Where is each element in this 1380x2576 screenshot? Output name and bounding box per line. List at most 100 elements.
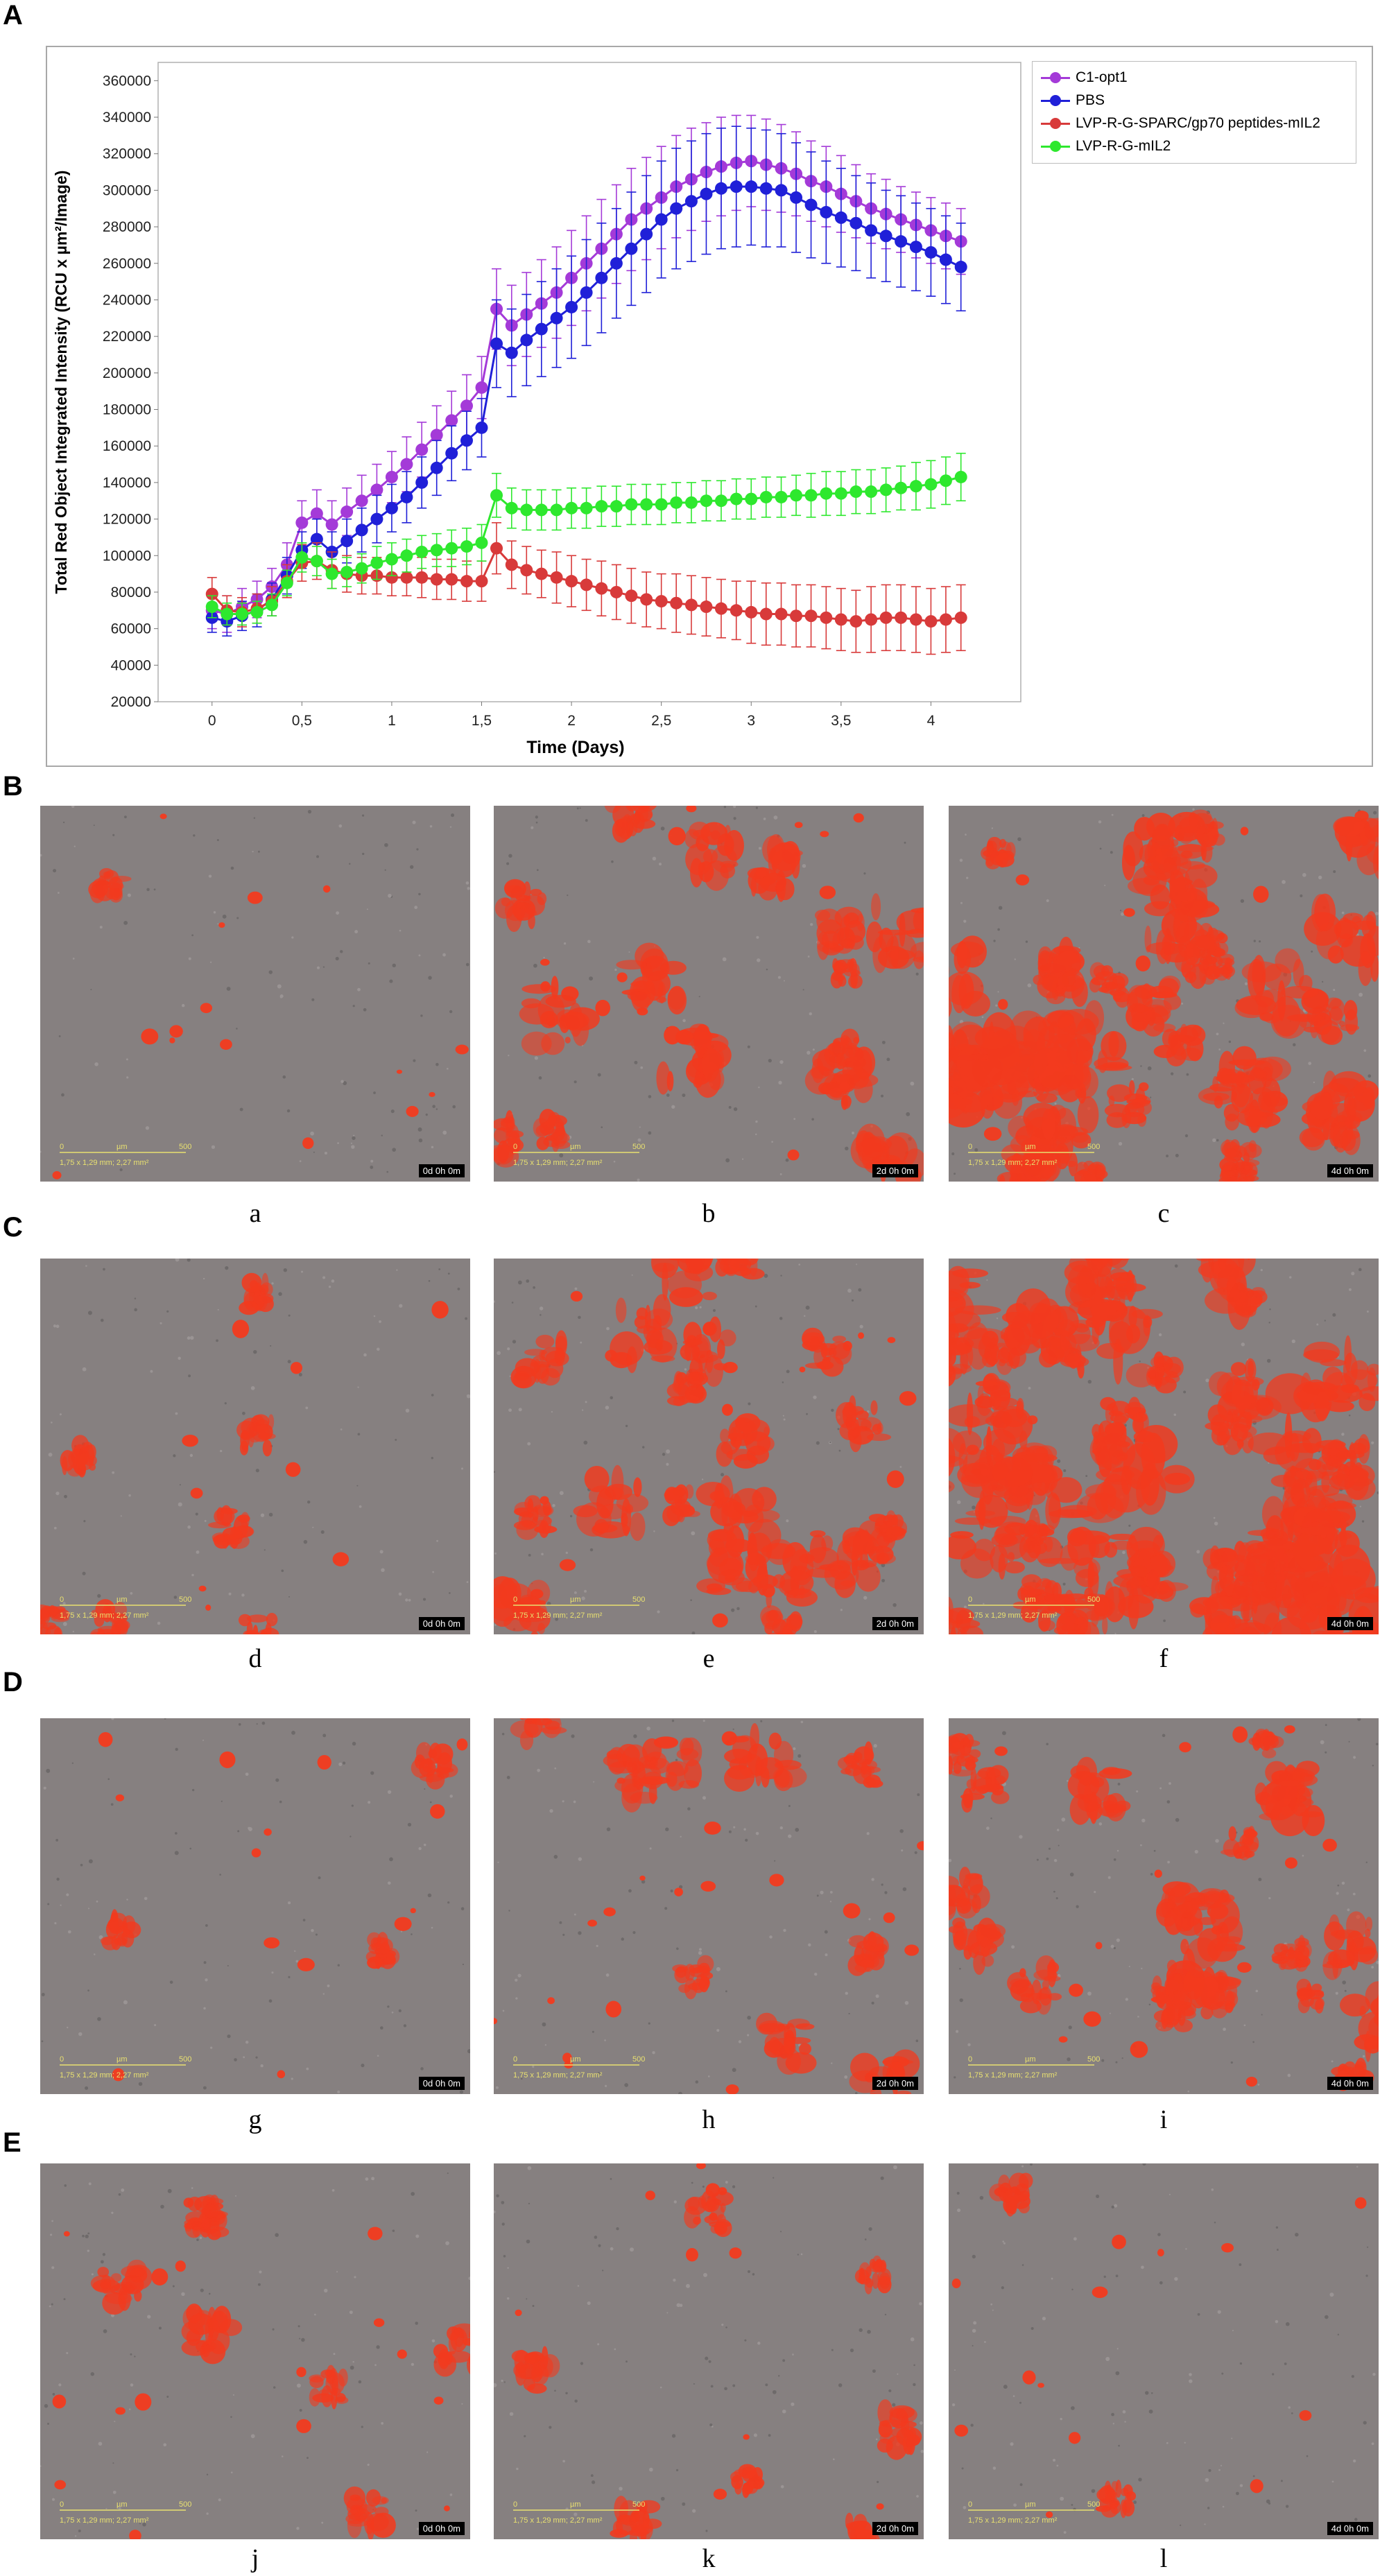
data-point <box>430 429 443 442</box>
x-tick-label: 2,5 <box>651 713 671 729</box>
scale-zero-label: 0 <box>513 2500 517 2509</box>
scale-unit-label: µm <box>117 1596 128 1604</box>
scale-500-label: 500 <box>1087 1143 1100 1151</box>
scale-zero-label: 0 <box>968 2500 972 2509</box>
legend-label: LVP-R-G-SPARC/gp70 peptides-mIL2 <box>1076 115 1320 131</box>
sub-panel-label: d <box>248 1644 262 1673</box>
sub-panel-label: b <box>702 1199 716 1228</box>
data-point <box>759 607 773 621</box>
data-point <box>745 605 758 619</box>
y-tick-label: 260000 <box>103 256 151 272</box>
y-tick-label: 140000 <box>103 475 151 491</box>
scale-zero-label: 0 <box>968 1596 972 1604</box>
data-point <box>790 610 803 623</box>
legend-swatch <box>1041 116 1070 130</box>
data-point <box>939 474 952 487</box>
field-size-label: 1,75 x 1,29 mm; 2,27 mm² <box>60 1159 149 1167</box>
scale-unit-label: µm <box>117 2500 128 2509</box>
data-point <box>954 261 967 274</box>
sub-panel-label: k <box>702 2544 716 2573</box>
micrograph-a: 0 µm 500 1,75 x 1,29 mm; 2,27 mm² 0d 0h 0m <box>40 806 470 1182</box>
data-point <box>520 503 533 517</box>
data-point <box>400 549 413 562</box>
data-point <box>520 564 533 577</box>
data-point <box>625 589 638 603</box>
sub-panel-label: g <box>248 2105 262 2134</box>
scale-unit-label: µm <box>1025 2500 1036 2509</box>
data-point <box>580 578 593 591</box>
data-point <box>879 611 892 624</box>
legend-label: LVP-R-G-mIL2 <box>1076 138 1171 154</box>
y-tick-label: 100000 <box>103 548 151 564</box>
data-point <box>849 216 863 230</box>
micrograph-texture: 0 µm 500 1,75 x 1,29 mm; 2,27 mm² <box>949 1259 1379 1634</box>
scale-500-label: 500 <box>1087 2500 1100 2509</box>
scale-zero-label: 0 <box>968 1143 972 1151</box>
scale-unit-label: µm <box>1025 1596 1036 1604</box>
micrograph-texture: 0 µm 500 1,75 x 1,29 mm; 2,27 mm² <box>949 808 1379 1182</box>
micrograph-i: 0 µm 500 1,75 x 1,29 mm; 2,27 mm² 4d 0h 0m <box>949 1718 1379 2094</box>
data-point <box>400 490 413 503</box>
x-tick-label: 1 <box>388 713 396 729</box>
timestamp-badge: 4d 0h 0m <box>1327 2077 1373 2090</box>
scale-500-label: 500 <box>632 2055 645 2064</box>
data-point <box>535 567 548 580</box>
data-point <box>580 501 593 515</box>
scale-unit-label: µm <box>570 2055 581 2064</box>
x-tick-label: 3,5 <box>831 713 851 729</box>
scale-500-label: 500 <box>632 2500 645 2509</box>
data-point <box>250 605 264 619</box>
scale-unit-label: µm <box>1025 1143 1036 1151</box>
sub-panel-label: f <box>1159 1644 1168 1673</box>
data-point <box>849 615 863 628</box>
data-point <box>595 271 608 284</box>
data-point <box>700 187 713 200</box>
micrograph-k: 0 µm 500 1,75 x 1,29 mm; 2,27 mm² 2d 0h 0m <box>494 2163 924 2539</box>
series-3 <box>205 452 967 626</box>
data-point <box>610 257 623 270</box>
data-point <box>879 483 892 496</box>
data-point <box>430 544 443 557</box>
field-size-label: 1,75 x 1,29 mm; 2,27 mm² <box>513 2071 603 2080</box>
data-point <box>505 346 518 359</box>
y-tick-label: 200000 <box>103 365 151 381</box>
field-size-label: 1,75 x 1,29 mm; 2,27 mm² <box>60 2516 149 2525</box>
plot-area <box>157 62 1021 702</box>
data-point <box>565 300 578 313</box>
micrograph-l: 0 µm 500 1,75 x 1,29 mm; 2,27 mm² 4d 0h 0m <box>949 2163 1379 2539</box>
data-point <box>266 598 279 612</box>
data-point <box>310 507 323 520</box>
micrograph-texture: 0 µm 500 1,75 x 1,29 mm; 2,27 mm² <box>40 1259 470 1634</box>
data-point <box>804 489 818 502</box>
data-point <box>804 198 818 211</box>
y-tick-label: 280000 <box>103 219 151 235</box>
data-point <box>700 494 713 508</box>
data-point <box>520 334 533 347</box>
data-point <box>820 611 833 624</box>
data-point <box>834 211 847 224</box>
data-point <box>655 498 668 511</box>
data-point <box>759 182 773 195</box>
chart-frame: 20000 40000 60000 80000 100000 120000 140000 16… <box>46 46 1373 767</box>
y-tick-label: 300000 <box>103 182 151 198</box>
data-point <box>205 600 218 614</box>
data-point <box>595 500 608 513</box>
y-tick-label: 320000 <box>103 146 151 162</box>
field-size-label: 1,75 x 1,29 mm; 2,27 mm² <box>968 1611 1058 1620</box>
data-point <box>400 571 413 584</box>
data-point <box>895 235 908 248</box>
data-point <box>445 414 458 427</box>
data-point <box>475 575 488 588</box>
data-point <box>939 253 952 266</box>
sub-panel-label: l <box>1159 2544 1168 2573</box>
data-point <box>954 611 967 624</box>
data-point <box>236 607 249 621</box>
field-size-label: 1,75 x 1,29 mm; 2,27 mm² <box>513 2516 603 2525</box>
micrograph-texture: 0 µm 500 1,75 x 1,29 mm; 2,27 mm² <box>494 2163 924 2539</box>
data-point <box>775 490 788 503</box>
data-point <box>834 613 847 626</box>
data-point <box>535 503 548 517</box>
panel-label-c: C <box>3 1212 23 1243</box>
data-point <box>490 337 503 350</box>
scale-zero-label: 0 <box>513 1596 517 1604</box>
